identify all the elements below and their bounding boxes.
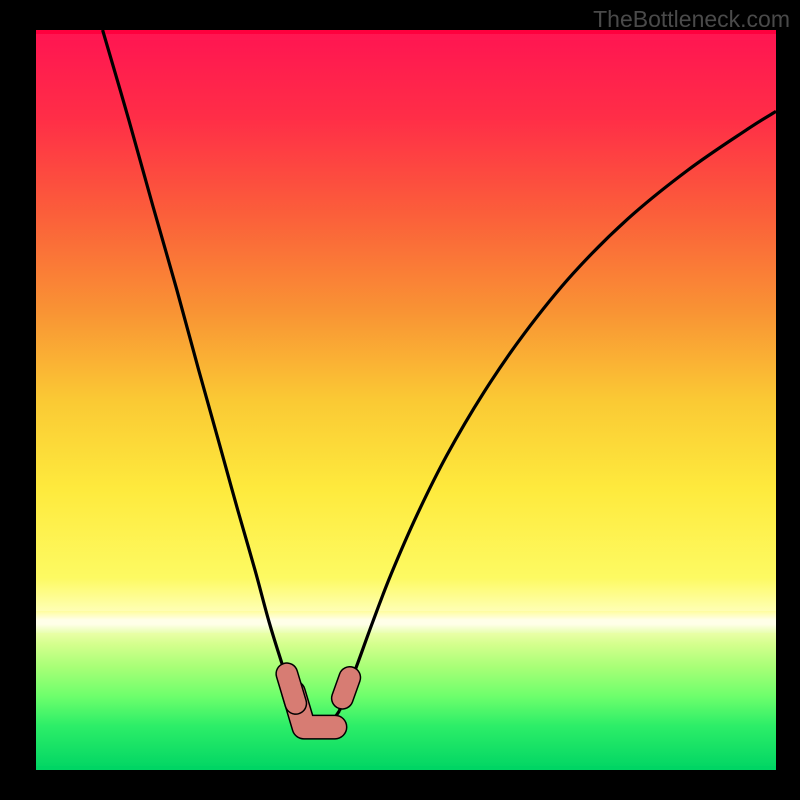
chart-plot-area <box>36 30 776 770</box>
watermark-text: TheBottleneck.com <box>593 6 790 33</box>
curve-markers <box>287 674 350 727</box>
left-curve <box>103 30 299 711</box>
right-curve <box>339 111 776 710</box>
curve-overlay <box>36 30 776 770</box>
